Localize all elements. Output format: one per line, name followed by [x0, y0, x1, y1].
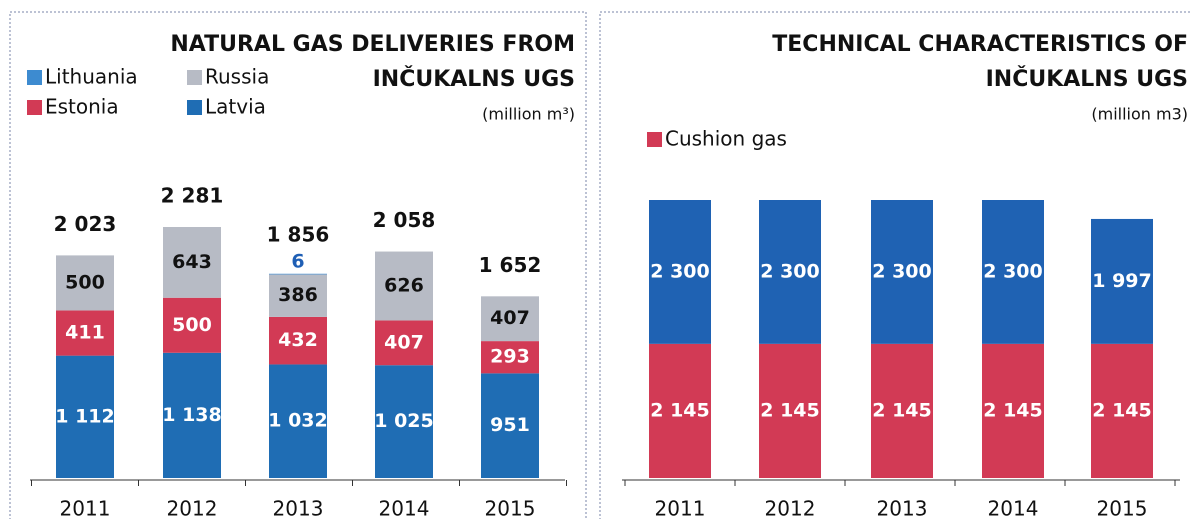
- bar-segment: [269, 316, 327, 365]
- value-label: 2 145: [983, 399, 1043, 421]
- bar-segment: [375, 365, 433, 478]
- bar-segment: [759, 200, 821, 344]
- legend-label: Lithuania: [45, 65, 138, 89]
- bar-segment: [163, 297, 221, 353]
- bar-segment: [1091, 218, 1153, 344]
- bar-segment: [649, 343, 711, 478]
- x-tick-label: 2014: [379, 497, 430, 519]
- value-label: 2 300: [760, 260, 820, 282]
- x-tick-label: 2013: [877, 497, 928, 519]
- value-label: 2 145: [760, 399, 820, 421]
- legend-swatch: [647, 132, 662, 147]
- value-label: 951: [490, 414, 530, 436]
- chart-title: INČUKALNS UGS: [373, 66, 575, 92]
- bar-segment: [269, 274, 327, 317]
- bar-segment: [759, 343, 821, 478]
- bar-segment: [481, 373, 539, 478]
- chart-title: INČUKALNS UGS: [986, 66, 1188, 92]
- x-tick-label: 2012: [765, 497, 816, 519]
- legend-swatch: [187, 70, 202, 85]
- x-tick-label: 2011: [655, 497, 706, 519]
- bar-segment: [481, 341, 539, 374]
- left-panel: [9, 11, 587, 519]
- bar-segment: [1091, 343, 1153, 478]
- bar-segment: [982, 343, 1044, 478]
- unit-label: (million m3): [1091, 105, 1188, 124]
- value-label: 432: [278, 329, 318, 351]
- value-label: 411: [65, 322, 105, 344]
- value-label: 1 138: [162, 404, 222, 426]
- value-label: 407: [384, 331, 424, 353]
- total-label: 1 652: [479, 253, 542, 277]
- value-label: 626: [384, 274, 424, 296]
- value-label: 500: [172, 314, 212, 336]
- value-label: 643: [172, 251, 212, 273]
- value-label: 1 112: [55, 405, 115, 427]
- bar-segment: [375, 251, 433, 321]
- chart-title: TECHNICAL CHARACTERISTICS OF: [772, 32, 1188, 57]
- value-label: 2 145: [872, 399, 932, 421]
- total-label: 2 281: [161, 184, 224, 208]
- total-label: 2 058: [373, 208, 436, 232]
- bar-segment: [163, 352, 221, 478]
- total-label: 1 856: [267, 222, 330, 246]
- bar-segment: [375, 320, 433, 366]
- x-tick-label: 2013: [273, 497, 324, 519]
- bar-segment: [56, 255, 114, 311]
- legend-swatch: [27, 100, 42, 115]
- total-label: 2 023: [54, 212, 117, 236]
- value-label: 1 997: [1092, 270, 1152, 292]
- bar-segment: [982, 200, 1044, 344]
- bar-segment: [871, 200, 933, 344]
- value-label: 500: [65, 271, 105, 293]
- value-label: 1 032: [268, 410, 328, 432]
- x-tick-label: 2015: [485, 497, 536, 519]
- value-label: 386: [278, 284, 318, 306]
- bar-segment: [871, 343, 933, 478]
- legend-swatch: [187, 100, 202, 115]
- legend-label: Estonia: [45, 95, 119, 119]
- bar-segment: [481, 296, 539, 342]
- right-panel: [599, 11, 1192, 519]
- bar-segment: [56, 310, 114, 356]
- value-label: 293: [490, 346, 530, 368]
- value-label: 2 145: [650, 399, 710, 421]
- x-tick-label: 2014: [988, 497, 1039, 519]
- value-label: 1 025: [374, 410, 434, 432]
- legend-label: Latvia: [205, 95, 266, 119]
- x-tick-label: 2012: [167, 497, 218, 519]
- legend-label: Russia: [205, 65, 269, 89]
- legend-label: Cushion gas: [665, 127, 787, 151]
- value-label: 2 300: [983, 260, 1043, 282]
- bar-segment: [56, 355, 114, 478]
- bar-segment: [649, 200, 711, 344]
- x-tick-label: 2015: [1097, 497, 1148, 519]
- value-label: 2 145: [1092, 399, 1152, 421]
- value-label: 2 300: [650, 260, 710, 282]
- bar-segment: [269, 273, 327, 275]
- value-label: 6: [291, 250, 304, 272]
- bar-segment: [269, 364, 327, 478]
- chart-title: NATURAL GAS DELIVERIES FROM: [170, 32, 575, 57]
- legend-swatch: [27, 70, 42, 85]
- bar-segment: [163, 227, 221, 298]
- unit-label: (million m³): [482, 105, 575, 124]
- x-tick-label: 2011: [60, 497, 111, 519]
- value-label: 2 300: [872, 260, 932, 282]
- value-label: 407: [490, 307, 530, 329]
